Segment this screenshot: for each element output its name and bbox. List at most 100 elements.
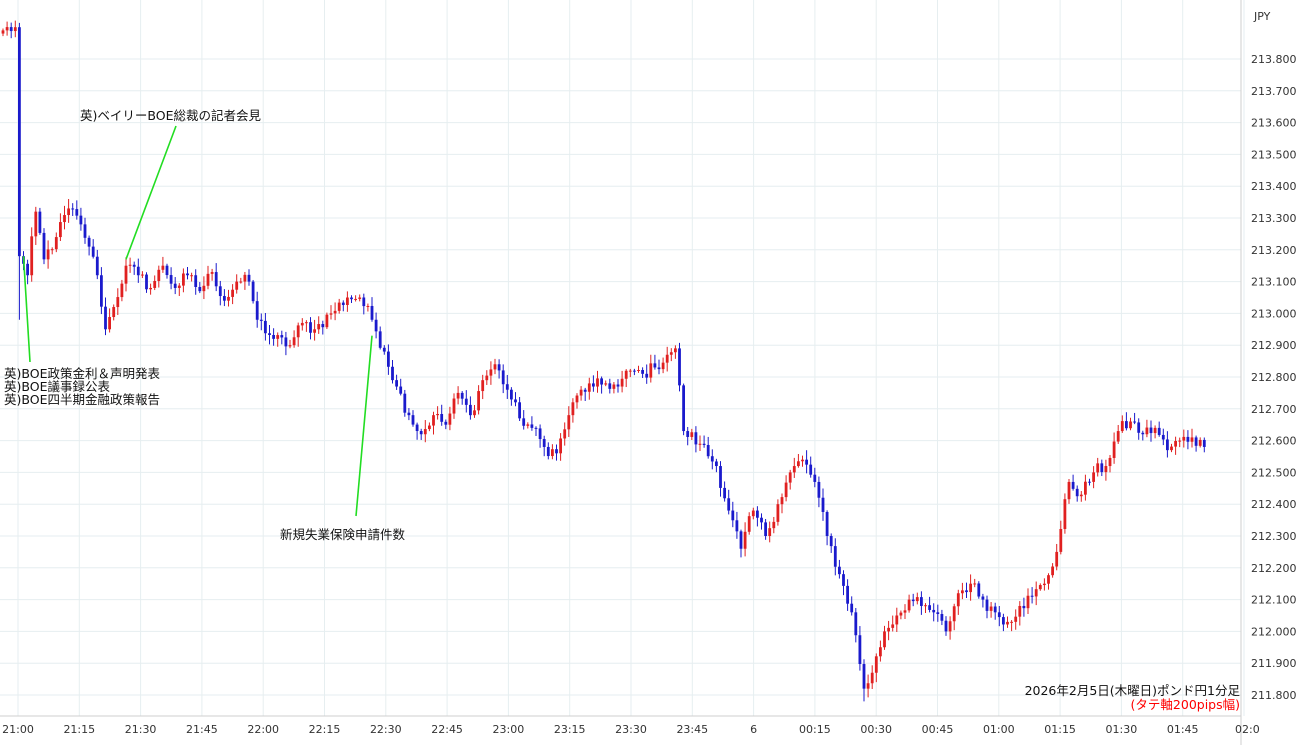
candle [801, 455, 804, 467]
x-tick-label: 23:15 [554, 723, 586, 736]
candle [1026, 588, 1030, 614]
x-tick-label: 01:15 [1044, 723, 1076, 736]
candle [30, 227, 34, 282]
annotations: 英)BOE政策金利＆声明発表英)BOE議事録公表英)BOE四半期金融政策報告英)… [4, 108, 406, 542]
x-tick-label: 21:30 [125, 723, 157, 736]
candle [657, 359, 661, 375]
candle [288, 339, 292, 349]
candle [1059, 520, 1063, 555]
candle [1092, 466, 1095, 489]
candle [13, 20, 17, 38]
candle [108, 308, 111, 333]
candle [157, 265, 161, 288]
annotation-text: 英)BOE四半期金融政策報告 [4, 392, 160, 407]
candle [710, 449, 714, 470]
y-tick-label: 212.300 [1251, 530, 1297, 543]
candle [551, 444, 554, 460]
candle [788, 469, 792, 490]
candle [280, 330, 284, 345]
candle [731, 501, 735, 528]
candle [321, 320, 325, 335]
y-tick-label: 212.500 [1251, 466, 1297, 479]
candle [1, 28, 5, 37]
candle [850, 596, 854, 616]
candle [1133, 412, 1136, 425]
candle [46, 240, 50, 269]
candle [243, 271, 247, 290]
candle [534, 426, 538, 437]
candle [1194, 435, 1198, 452]
candle [313, 319, 316, 341]
candle [579, 386, 583, 401]
annotation-text: 英)BOE議事録公表 [4, 379, 110, 394]
event-annotation: 新規失業保険申請件数 [280, 335, 406, 542]
candle [198, 282, 202, 294]
x-tick-label: 02:0 [1235, 723, 1260, 736]
candle [1104, 459, 1108, 481]
candle [764, 518, 767, 540]
candle [633, 368, 636, 376]
candle [464, 390, 468, 413]
candle [444, 419, 448, 430]
candle [1002, 613, 1005, 632]
candle [448, 406, 452, 431]
candle [284, 331, 288, 356]
candle [1129, 417, 1132, 431]
candle [395, 374, 398, 390]
candle [956, 589, 960, 615]
candle [186, 266, 189, 280]
x-tick-label: 22:15 [309, 723, 341, 736]
x-tick-label: 22:30 [370, 723, 402, 736]
candle [1055, 543, 1059, 571]
candle [149, 283, 152, 295]
candle [1149, 420, 1153, 442]
candle [235, 274, 239, 294]
y-tick-label: 213.500 [1251, 148, 1297, 161]
x-tick-label: 01:00 [983, 723, 1015, 736]
candle [1178, 437, 1182, 448]
candle [862, 659, 866, 702]
x-tick-label: 00:15 [799, 723, 831, 736]
candle [374, 312, 378, 339]
candle [91, 239, 95, 259]
candle [1202, 437, 1206, 453]
candle [907, 594, 911, 613]
candle [477, 385, 480, 415]
candle [727, 489, 731, 515]
x-tick-label: 21:15 [63, 723, 95, 736]
x-tick-label: 23:45 [676, 723, 708, 736]
candle [961, 582, 964, 600]
candle [485, 370, 489, 385]
y-tick-label: 212.700 [1251, 403, 1297, 416]
x-tick-label: 00:45 [922, 723, 954, 736]
candle [669, 348, 673, 362]
x-tick-label: 23:30 [615, 723, 647, 736]
candle [382, 345, 386, 355]
candle [169, 267, 173, 290]
candle [784, 475, 788, 502]
candle [116, 288, 120, 315]
candle [665, 346, 669, 372]
candle [1063, 493, 1067, 534]
candle [751, 507, 755, 520]
candle [329, 305, 333, 320]
currency-label: JPY [1253, 10, 1271, 23]
candle [592, 375, 595, 392]
candle [604, 380, 608, 387]
x-tick-label: 01:45 [1167, 723, 1199, 736]
x-tick-label: 00:30 [860, 723, 892, 736]
candle [772, 516, 776, 534]
candle [276, 332, 280, 347]
candle [596, 370, 599, 393]
candle [362, 293, 366, 315]
candle [190, 272, 193, 282]
candle [952, 603, 956, 631]
candle [432, 411, 435, 435]
candle [538, 424, 542, 448]
candle [739, 529, 743, 558]
y-tick-label: 211.900 [1251, 657, 1297, 670]
y-tick-label: 213.200 [1251, 244, 1297, 257]
candle [608, 378, 612, 394]
candle [1170, 443, 1173, 453]
